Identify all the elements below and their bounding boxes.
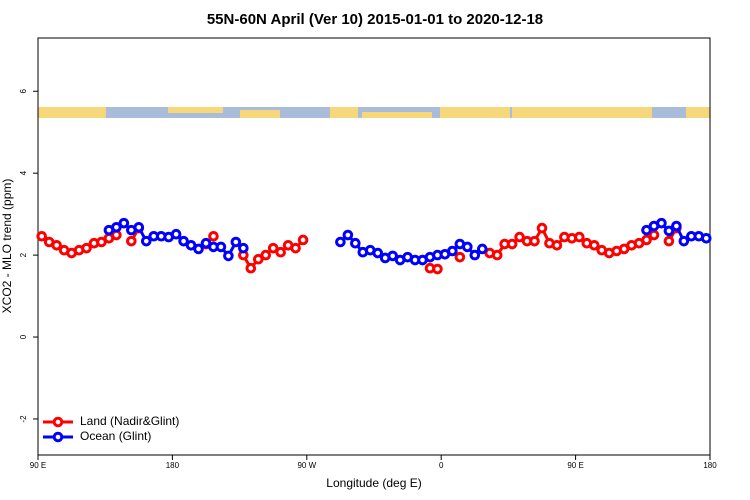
- y-tick-label: -2: [19, 415, 28, 423]
- data-point: [663, 235, 675, 247]
- data-point: [238, 242, 249, 254]
- data-point: [51, 239, 62, 251]
- data-point: [656, 217, 667, 229]
- data-point: [342, 229, 354, 241]
- y-tick-label: 6: [19, 88, 28, 93]
- map-strip: [38, 107, 710, 118]
- legend-label: Land (Nadir&Glint): [80, 414, 179, 428]
- legend-marker: [52, 416, 64, 428]
- map-land: [240, 110, 280, 118]
- x-tick-label: 90 E: [30, 461, 46, 470]
- chart-title: 55N-60N April (Ver 10) 2015-01-01 to 202…: [207, 11, 543, 28]
- data-point: [118, 217, 130, 229]
- data-point: [275, 246, 286, 258]
- x-tick-label: 90 W: [297, 461, 316, 470]
- data-point: [678, 235, 690, 247]
- data-point: [140, 235, 152, 247]
- data-point: [350, 237, 361, 249]
- data-point: [529, 235, 540, 247]
- data-point: [432, 263, 443, 275]
- data-point: [506, 238, 518, 250]
- data-point: [245, 262, 257, 274]
- data-point: [335, 236, 346, 248]
- x-tick-label: 90 E: [567, 461, 583, 470]
- legend-marker: [52, 431, 64, 443]
- x-tick-label: 180: [703, 461, 717, 470]
- map-land: [38, 107, 106, 118]
- data-point: [170, 228, 182, 240]
- data-point: [230, 236, 242, 248]
- y-tick-label: 4: [19, 170, 28, 175]
- map-land: [330, 107, 358, 118]
- data-point: [663, 225, 675, 237]
- y-axis-label: XCO2 - MLO trend (ppm): [0, 179, 14, 314]
- y-tick-label: 0: [19, 334, 28, 339]
- data-point: [372, 247, 384, 259]
- data-point: [454, 251, 466, 263]
- data-point: [133, 221, 145, 233]
- data-point: [111, 221, 122, 233]
- map-land: [512, 107, 652, 118]
- data-point: [641, 224, 652, 236]
- data-point: [215, 241, 227, 253]
- data-point: [491, 249, 503, 261]
- map-land: [440, 107, 510, 118]
- data-point: [469, 249, 481, 261]
- data-point: [252, 253, 264, 265]
- data-point: [387, 250, 398, 262]
- data-point: [260, 249, 272, 261]
- legend-label: Ocean (Glint): [80, 429, 151, 443]
- data-point: [700, 233, 712, 244]
- map-land: [168, 107, 223, 113]
- data-point: [476, 243, 488, 255]
- data-point: [81, 242, 92, 254]
- data-point: [641, 234, 652, 246]
- data-point: [648, 229, 660, 241]
- plot-frame: [37, 37, 711, 456]
- data-point: [574, 231, 585, 243]
- x-tick-label: 0: [439, 461, 444, 470]
- map-land: [686, 107, 710, 118]
- data-point: [36, 230, 48, 242]
- data-point: [447, 245, 458, 257]
- data-point: [671, 220, 682, 232]
- data-point: [536, 222, 548, 234]
- x-tick-label: 180: [166, 461, 180, 470]
- map-land: [362, 112, 432, 118]
- data-point: [208, 230, 219, 242]
- data-point: [126, 235, 137, 247]
- data-point: [290, 242, 301, 254]
- data-point: [223, 250, 234, 262]
- data-point: [588, 239, 600, 251]
- y-tick-label: 2: [19, 252, 28, 257]
- data-point: [193, 243, 204, 255]
- data-point: [297, 234, 309, 246]
- data-point: [462, 241, 473, 253]
- x-axis-label: Longitude (deg E): [326, 476, 421, 490]
- data-point: [551, 239, 563, 251]
- data-point: [178, 235, 189, 247]
- data-point: [514, 231, 525, 243]
- data-point: [267, 242, 279, 254]
